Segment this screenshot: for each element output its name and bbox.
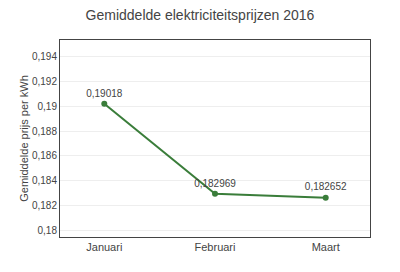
svg-text:Maart: Maart <box>312 241 340 253</box>
svg-text:Februari: Februari <box>195 241 236 253</box>
svg-text:0,19018: 0,19018 <box>86 88 123 99</box>
svg-text:0,182652: 0,182652 <box>305 181 347 192</box>
svg-text:0,184: 0,184 <box>32 175 57 186</box>
svg-text:0,192: 0,192 <box>32 76 57 87</box>
svg-text:0,182969: 0,182969 <box>194 178 236 189</box>
svg-text:0,194: 0,194 <box>32 51 57 62</box>
svg-text:0,182: 0,182 <box>32 200 57 211</box>
svg-text:0,18: 0,18 <box>38 225 58 236</box>
svg-text:0,188: 0,188 <box>32 126 57 137</box>
svg-text:0,19: 0,19 <box>38 101 58 112</box>
svg-text:0,186: 0,186 <box>32 150 57 161</box>
svg-text:Januari: Januari <box>86 241 122 253</box>
svg-text:Gemiddelde elektriciteitsprijz: Gemiddelde elektriciteitsprijzen 2016 <box>86 7 315 23</box>
svg-text:Gemiddelde prijs per kWh: Gemiddelde prijs per kWh <box>18 75 30 202</box>
